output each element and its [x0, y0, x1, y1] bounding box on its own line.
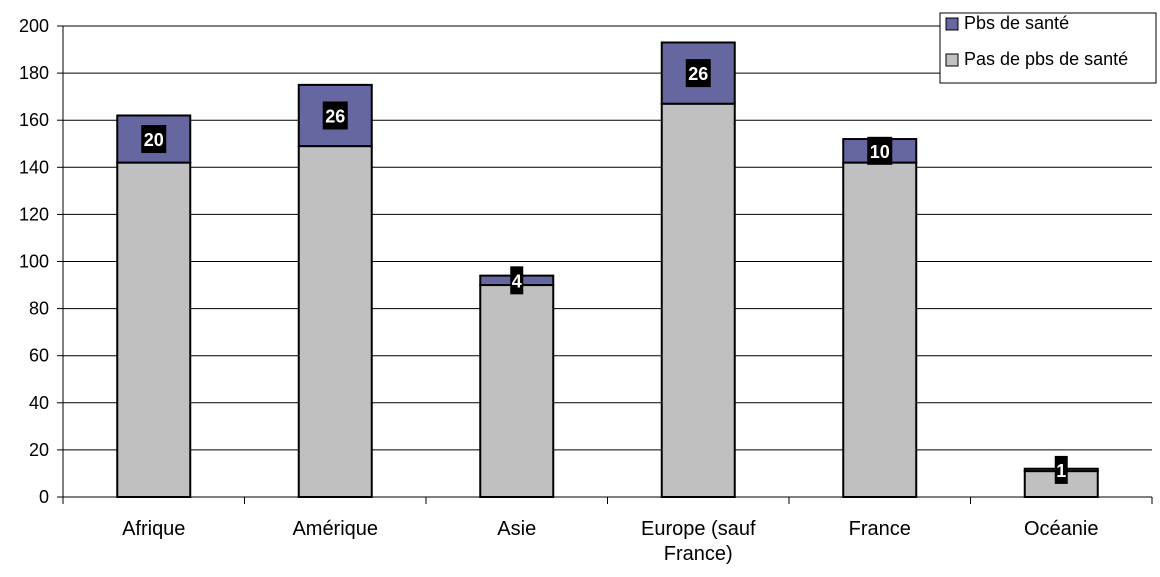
data-label-background [141, 125, 167, 154]
grid-layer [63, 25, 1152, 451]
legend-box [939, 12, 1157, 84]
y-tick-label: 180 [19, 63, 49, 83]
legend-swatch [945, 53, 959, 67]
x-tick-label: Asie [497, 518, 536, 540]
data-label: 26 [325, 106, 345, 126]
y-tick-label: 100 [19, 252, 49, 272]
bar-layer [116, 41, 1099, 499]
x-tick-label-line: Europe (sauf [641, 518, 756, 540]
legend-label: Pbs de santé [964, 13, 1069, 33]
data-label-layer: 20 26 4 26 10 1 [141, 59, 1068, 484]
bar-segment-no-health-problems [660, 102, 736, 498]
data-label: 26 [688, 64, 708, 84]
x-tick-label: Afrique [122, 518, 185, 540]
bar-segment-no-health-problems [297, 145, 373, 498]
data-label: 20 [144, 130, 164, 150]
data-label: 10 [870, 142, 890, 162]
y-tick-label: 140 [19, 157, 49, 177]
legend: Pbs de santé Pas de pbs de santé [939, 12, 1157, 84]
y-tick-label: 80 [29, 299, 49, 319]
y-tick-label: 0 [39, 487, 49, 507]
data-label-background [510, 266, 524, 295]
data-label-background [867, 136, 893, 165]
data-label-background [685, 59, 711, 88]
bar-segment-no-health-problems [116, 161, 192, 498]
legend-label: Pas de pbs de santé [964, 49, 1128, 69]
x-tick-label: Europe (sauf France) [641, 518, 756, 565]
data-label-background [322, 101, 348, 130]
y-tick-label: 160 [19, 110, 49, 130]
data-label: 1 [1056, 461, 1066, 481]
bar-segment-no-health-problems [479, 284, 555, 498]
y-tick-label: 60 [29, 346, 49, 366]
x-tick-label-line: France) [664, 543, 733, 565]
x-tick-label: Océanie [1024, 518, 1099, 540]
data-label-background [1054, 455, 1068, 484]
bar-segment-no-health-problems [842, 161, 918, 498]
x-tick-label: France [849, 518, 911, 540]
y-tick-label: 200 [19, 16, 49, 36]
y-tick-label: 40 [29, 393, 49, 413]
y-tick-label: 120 [19, 204, 49, 224]
y-tick-label: 20 [29, 440, 49, 460]
x-tick-label: Amérique [292, 518, 378, 540]
legend-swatch [945, 17, 959, 31]
data-label: 4 [512, 271, 522, 291]
